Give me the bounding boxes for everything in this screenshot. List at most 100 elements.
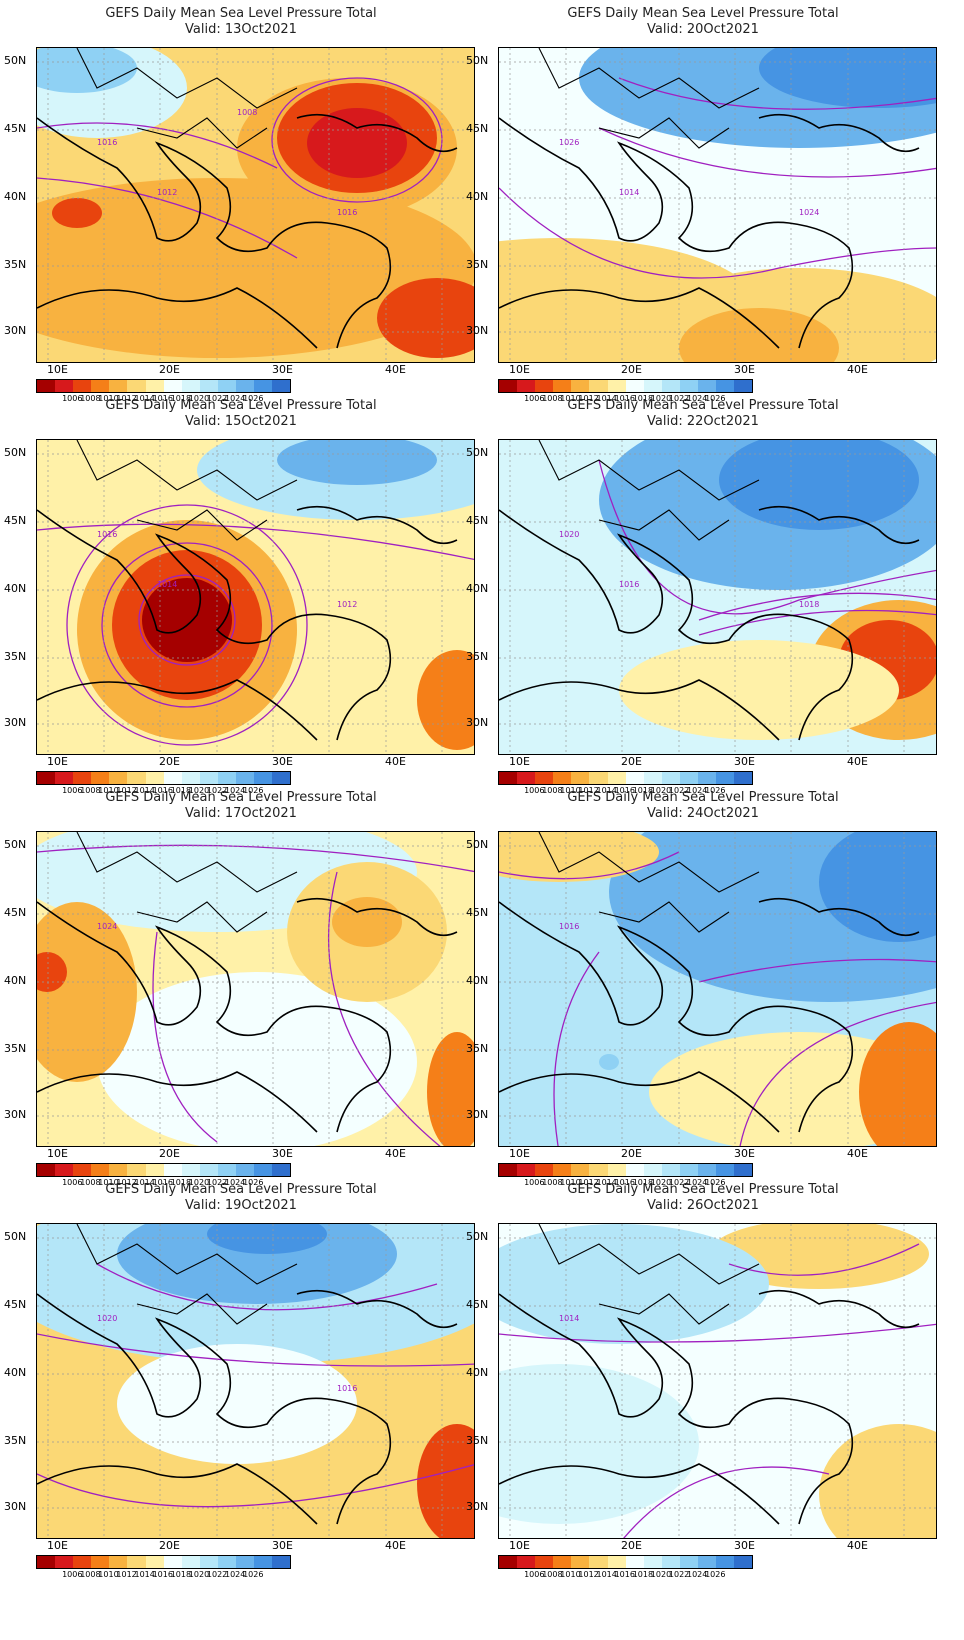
lat-label: 35N <box>4 1434 27 1447</box>
pressure-map: 1020 1016 <box>36 1223 475 1539</box>
lat-label: 50N <box>4 838 27 851</box>
colorbar-swatch <box>181 1556 200 1568</box>
isobar-label: 1012 <box>337 600 358 609</box>
lon-label: 20E <box>159 1147 180 1160</box>
lat-label: 30N <box>466 1108 489 1121</box>
colorbar-tick: 1014 <box>134 394 155 403</box>
colorbar-swatch <box>571 380 590 392</box>
colorbar-swatch <box>625 772 644 784</box>
lat-label: 50N <box>4 1230 27 1243</box>
colorbar-tick: 1008 <box>542 394 563 403</box>
colorbar-swatch <box>679 772 699 784</box>
colorbar-tick: 1022 <box>206 394 228 403</box>
isobar-label: 1016 <box>97 138 118 147</box>
colorbar-swatch <box>679 1556 699 1568</box>
lon-label: 40E <box>385 755 406 768</box>
colorbar-swatch <box>127 380 146 392</box>
pressure-map: 1026 1024 1014 <box>498 47 937 363</box>
colorbar-swatch <box>716 380 735 392</box>
panel-title: GEFS Daily Mean Sea Level Pressure Total <box>567 790 839 805</box>
colorbar-tick: 1014 <box>596 786 617 795</box>
lon-label: 10E <box>47 755 68 768</box>
colorbar-tick: 1026 <box>243 394 264 403</box>
colorbar-swatch <box>55 1556 74 1568</box>
colorbar-swatch <box>272 1164 291 1176</box>
colorbar-tick: 1010 <box>98 1178 119 1187</box>
colorbar-tick: 1012 <box>116 1570 137 1579</box>
lon-label: 30E <box>272 1147 293 1160</box>
colorbar <box>36 379 292 393</box>
colorbar-swatch <box>517 380 536 392</box>
colorbar-swatch <box>163 1164 182 1176</box>
colorbar-swatch <box>643 772 662 784</box>
colorbar-swatch <box>236 1556 255 1568</box>
lat-label: 40N <box>466 1366 489 1379</box>
lat-label: 45N <box>4 1298 27 1311</box>
lon-label: 10E <box>509 1147 530 1160</box>
colorbar-tick: 1010 <box>560 786 581 795</box>
colorbar-tick: 1012 <box>578 394 599 403</box>
colorbar-tick: 1026 <box>705 394 726 403</box>
lon-label: 40E <box>385 1539 406 1552</box>
colorbar-tick: 1012 <box>578 1178 599 1187</box>
lon-label: 10E <box>509 755 530 768</box>
colorbar-tick: 1016 <box>152 786 173 795</box>
colorbar-tick: 1014 <box>134 1178 155 1187</box>
colorbar-swatch <box>535 1556 554 1568</box>
colorbar-swatch <box>55 1164 74 1176</box>
panel-valid-date: Valid: 15Oct2021 <box>185 414 297 429</box>
colorbar-swatch <box>661 380 680 392</box>
lat-label: 30N <box>466 324 489 337</box>
colorbar-swatch <box>607 380 626 392</box>
colorbar-tick: 1016 <box>152 1570 173 1579</box>
lon-label: 40E <box>847 1147 868 1160</box>
colorbar-swatch <box>698 772 717 784</box>
panel-title: GEFS Daily Mean Sea Level Pressure Total <box>105 6 377 21</box>
colorbar-swatch <box>145 380 164 392</box>
colorbar-swatch <box>535 1164 554 1176</box>
colorbar-tick: 1024 <box>687 1570 708 1579</box>
colorbar-tick: 1024 <box>687 1178 708 1187</box>
colorbar-swatch <box>571 1556 590 1568</box>
colorbar-tick: 1010 <box>560 1570 581 1579</box>
colorbar-tick: 1018 <box>632 394 654 403</box>
colorbar-tick: 1018 <box>632 1178 654 1187</box>
colorbar-tick: 1024 <box>225 394 246 403</box>
colorbar-swatch <box>553 1556 572 1568</box>
colorbar-swatch <box>236 1164 255 1176</box>
isobar-label: 1024 <box>97 922 118 931</box>
colorbar <box>36 1163 292 1177</box>
lat-label: 45N <box>4 122 27 135</box>
colorbar-tick: 1006 <box>62 394 83 403</box>
panel-title: GEFS Daily Mean Sea Level Pressure Total <box>105 1182 377 1197</box>
colorbar-tick: 1022 <box>668 394 690 403</box>
colorbar-tick: 1026 <box>705 1178 726 1187</box>
colorbar-tick: 1006 <box>524 786 545 795</box>
pressure-map: 1014 <box>498 1223 937 1539</box>
lat-label: 45N <box>466 1298 489 1311</box>
isobar-label: 1014 <box>157 580 178 589</box>
map-panel: GEFS Daily Mean Sea Level Pressure Total… <box>0 392 482 802</box>
colorbar <box>36 771 292 785</box>
colorbar-tick: 1012 <box>116 1178 137 1187</box>
lon-label: 30E <box>272 755 293 768</box>
colorbar-tick: 1022 <box>206 786 228 795</box>
lat-label: 50N <box>4 54 27 67</box>
lon-label: 10E <box>509 1539 530 1552</box>
colorbar-swatch <box>236 380 255 392</box>
colorbar-tick: 1014 <box>596 1178 617 1187</box>
colorbar-swatch <box>553 772 572 784</box>
lat-label: 35N <box>4 258 27 271</box>
colorbar-tick: 1020 <box>188 394 210 403</box>
colorbar-swatch <box>37 772 56 784</box>
colorbar-swatch <box>55 772 74 784</box>
colorbar-tick: 1012 <box>116 786 137 795</box>
colorbar-swatch <box>535 380 554 392</box>
panel-valid-date: Valid: 17Oct2021 <box>185 806 297 821</box>
isobar-label: 1020 <box>559 530 580 539</box>
colorbar-swatch <box>661 772 680 784</box>
lon-label: 20E <box>621 1539 642 1552</box>
lon-label: 30E <box>734 1539 755 1552</box>
map-panel: GEFS Daily Mean Sea Level Pressure Total… <box>462 392 944 802</box>
colorbar-tick: 1008 <box>542 1570 563 1579</box>
